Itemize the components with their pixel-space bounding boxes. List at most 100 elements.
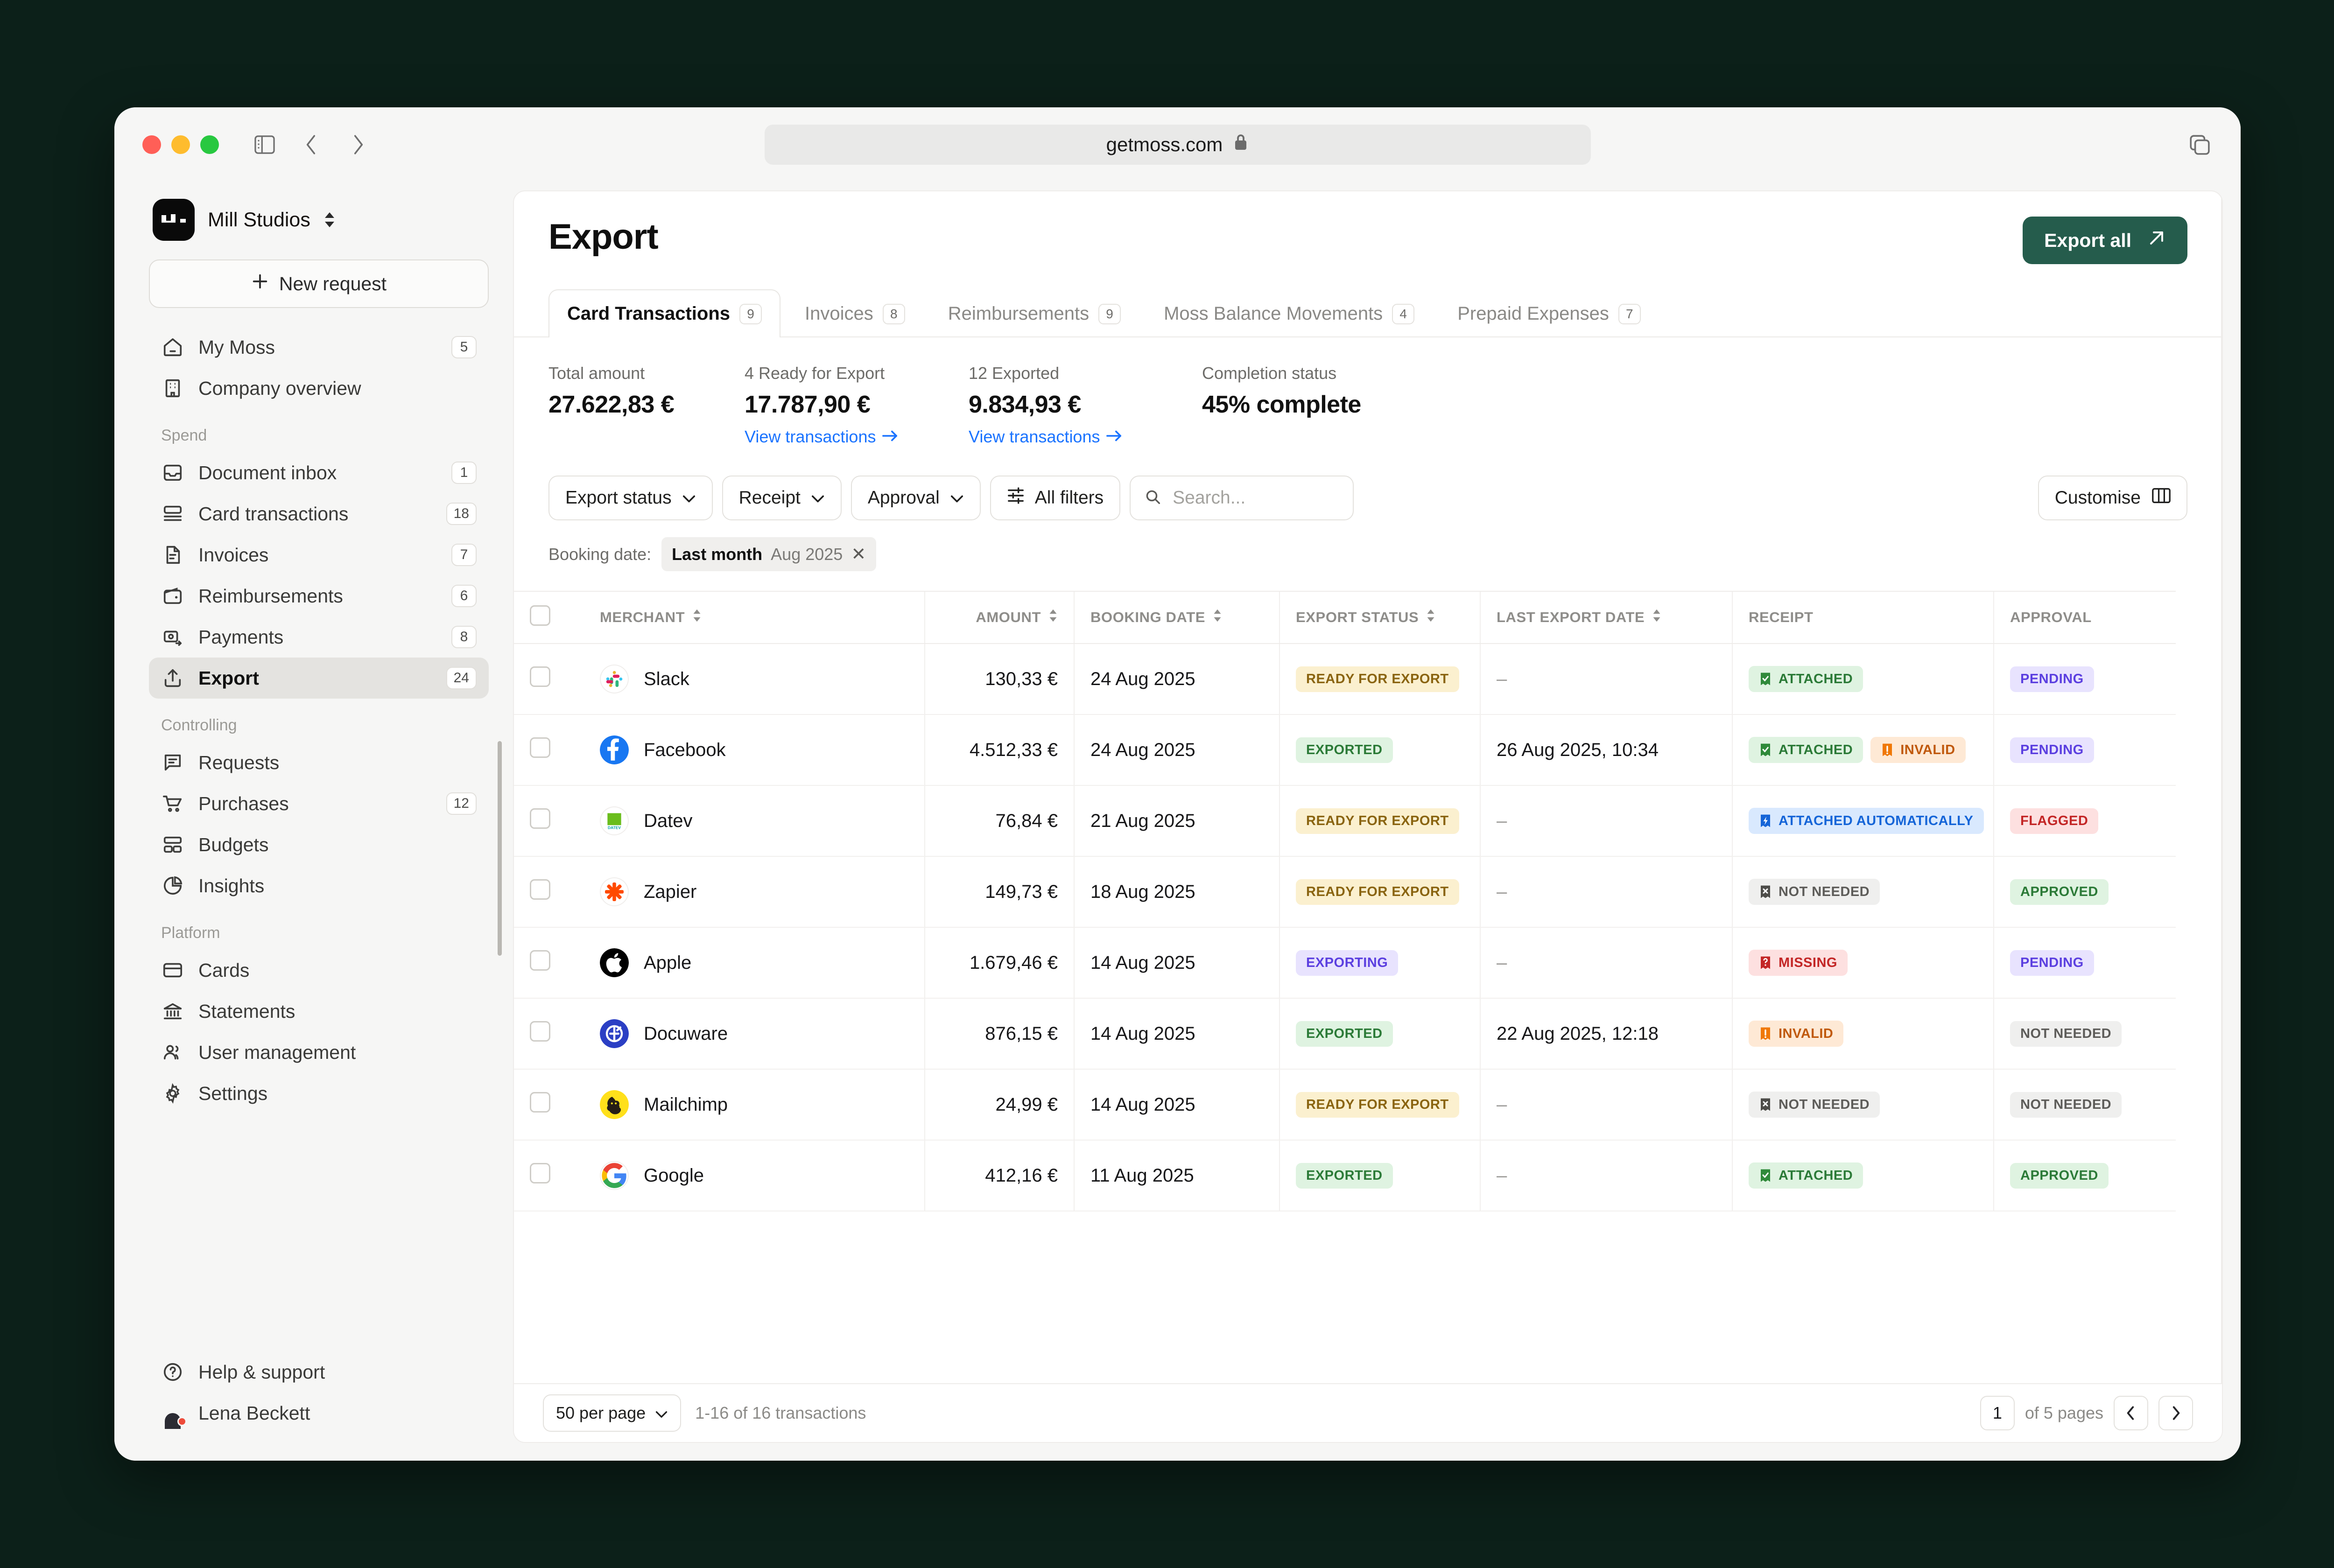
export-status-cell: READY FOR EXPORT bbox=[1279, 856, 1480, 928]
sidebar-scrollbar[interactable] bbox=[498, 741, 502, 956]
window-controls[interactable] bbox=[142, 135, 219, 154]
receipt-badge: NOT NEEDED bbox=[1749, 879, 1880, 905]
page-number-input[interactable]: 1 bbox=[1980, 1396, 2015, 1430]
view-transactions-link[interactable]: View transactions bbox=[745, 427, 969, 447]
row-select-cell[interactable] bbox=[514, 856, 584, 928]
receipt-badge-label: INVALID bbox=[1900, 742, 1955, 757]
sidebar-item-company-overview[interactable]: Company overview bbox=[149, 368, 489, 409]
row-checkbox[interactable] bbox=[530, 666, 550, 687]
copy-tabs-icon[interactable] bbox=[2186, 132, 2213, 158]
gear-icon bbox=[161, 1082, 184, 1105]
merchant-cell: DATEV Datev bbox=[584, 785, 925, 857]
table-row[interactable]: Docuware 876,15 €14 Aug 2025 EXPORTED 22 Au… bbox=[514, 998, 2176, 1070]
sidebar-item-help-support[interactable]: Help & support bbox=[149, 1351, 489, 1393]
sidebar-item-card-transactions[interactable]: Card transactions 18 bbox=[149, 493, 489, 534]
sidebar-item-my-moss[interactable]: My Moss 5 bbox=[149, 327, 489, 368]
tab-moss-balance-movements[interactable]: Moss Balance Movements 4 bbox=[1145, 289, 1433, 337]
forward-chevron-right-icon[interactable] bbox=[345, 132, 371, 158]
sidebar-group-title-spend: Spend bbox=[161, 427, 207, 444]
sidebar-item-payments[interactable]: Payments 8 bbox=[149, 616, 489, 658]
receipt-cell: ATTACHED AUTOMATICALLY bbox=[1732, 785, 1994, 857]
customise-button[interactable]: Customise bbox=[2038, 476, 2187, 520]
tab-card-transactions[interactable]: Card Transactions 9 bbox=[548, 289, 781, 337]
main-panel: Export Export all Card Transactions 9 bbox=[513, 190, 2223, 1443]
search-box[interactable] bbox=[1130, 476, 1354, 520]
sidebar-item-requests[interactable]: Requests bbox=[149, 742, 489, 783]
column-header-amount[interactable]: AMOUNT bbox=[924, 591, 1074, 644]
row-checkbox[interactable] bbox=[530, 1092, 550, 1113]
back-chevron-left-icon[interactable] bbox=[298, 132, 324, 158]
row-select-cell[interactable] bbox=[514, 1069, 584, 1141]
tab-reimbursements[interactable]: Reimbursements 9 bbox=[929, 289, 1139, 337]
pie-chart-icon bbox=[161, 874, 184, 897]
column-header-approval[interactable]: APPROVAL bbox=[1993, 591, 2176, 644]
docuware-logo bbox=[600, 1019, 629, 1048]
receipt-cell: NOT NEEDED bbox=[1732, 856, 1994, 928]
close-window-button[interactable] bbox=[142, 135, 161, 154]
chevron-down-icon bbox=[682, 488, 696, 508]
tab-invoices[interactable]: Invoices 8 bbox=[786, 289, 924, 337]
sidebar-item-user-profile[interactable]: Lena Beckett bbox=[149, 1393, 489, 1434]
maximize-window-button[interactable] bbox=[200, 135, 219, 154]
tab-prepaid-expenses[interactable]: Prepaid Expenses 7 bbox=[1439, 289, 1659, 337]
select-all-checkbox[interactable] bbox=[530, 605, 550, 626]
table-row[interactable]: Mailchimp 24,99 €14 Aug 2025 READY FOR EXP… bbox=[514, 1069, 2176, 1141]
select-all-header[interactable] bbox=[514, 591, 584, 644]
table-row[interactable]: Google 412,16 €11 Aug 2025 EXPORTED – ATTACH… bbox=[514, 1140, 2176, 1211]
row-checkbox[interactable] bbox=[530, 1021, 550, 1042]
column-header-booking-date[interactable]: BOOKING DATE bbox=[1074, 591, 1279, 644]
row-select-cell[interactable] bbox=[514, 1140, 584, 1211]
row-checkbox[interactable] bbox=[530, 808, 550, 829]
sidebar-toggle-icon[interactable] bbox=[252, 132, 278, 158]
row-checkbox[interactable] bbox=[530, 950, 550, 971]
table-row[interactable]: Zapier 149,73 €18 Aug 2025 READY FOR EXPOR… bbox=[514, 856, 2176, 928]
column-header-last-export-date[interactable]: LAST EXPORT DATE bbox=[1480, 591, 1732, 644]
row-select-cell[interactable] bbox=[514, 998, 584, 1070]
chip-booking-date[interactable]: Last month Aug 2025 ✕ bbox=[661, 537, 877, 571]
table-row[interactable]: Facebook 4.512,33 €24 Aug 2025 EXPORTED 26 … bbox=[514, 714, 2176, 786]
row-checkbox[interactable] bbox=[530, 1163, 550, 1183]
column-header-receipt[interactable]: RECEIPT bbox=[1732, 591, 1994, 644]
row-select-cell[interactable] bbox=[514, 644, 584, 715]
close-icon[interactable]: ✕ bbox=[851, 545, 866, 564]
view-transactions-link[interactable]: View transactions bbox=[969, 427, 1202, 447]
building-icon bbox=[161, 377, 184, 400]
sidebar-item-budgets[interactable]: Budgets bbox=[149, 824, 489, 865]
table-row[interactable]: Apple 1.679,46 €14 Aug 2025 EXPORTING – MISS… bbox=[514, 927, 2176, 999]
prev-page-button[interactable] bbox=[2114, 1396, 2148, 1430]
column-header-export-status[interactable]: EXPORT STATUS bbox=[1279, 591, 1480, 644]
table-row[interactable]: DATEV Datev 76,84 €21 Aug 2025 READY FOR EX… bbox=[514, 785, 2176, 857]
sidebar-item-invoices[interactable]: Invoices 7 bbox=[149, 534, 489, 575]
row-select-cell[interactable] bbox=[514, 714, 584, 786]
search-input[interactable] bbox=[1173, 488, 1339, 508]
all-filters-button[interactable]: All filters bbox=[990, 476, 1121, 520]
sidebar-item-cards[interactable]: Cards bbox=[149, 950, 489, 991]
sidebar-item-user-management[interactable]: User management bbox=[149, 1032, 489, 1073]
arrow-right-icon bbox=[882, 427, 898, 447]
new-request-button[interactable]: New request bbox=[149, 259, 489, 308]
org-switcher[interactable]: Mill Studios bbox=[149, 190, 489, 247]
sidebar-item-export[interactable]: Export 24 bbox=[149, 658, 489, 699]
filter-export-status[interactable]: Export status bbox=[548, 476, 713, 520]
minimize-window-button[interactable] bbox=[171, 135, 190, 154]
sidebar-item-purchases[interactable]: Purchases 12 bbox=[149, 783, 489, 824]
column-header-merchant[interactable]: MERCHANT bbox=[584, 591, 925, 644]
page-title: Export bbox=[548, 217, 659, 257]
filter-approval[interactable]: Approval bbox=[851, 476, 981, 520]
row-checkbox[interactable] bbox=[530, 737, 550, 758]
row-checkbox[interactable] bbox=[530, 879, 550, 900]
sidebar-item-insights[interactable]: Insights bbox=[149, 865, 489, 906]
sidebar-item-statements[interactable]: Statements bbox=[149, 991, 489, 1032]
sidebar-item-document-inbox[interactable]: Document inbox 1 bbox=[149, 452, 489, 493]
filter-receipt[interactable]: Receipt bbox=[722, 476, 842, 520]
row-select-cell[interactable] bbox=[514, 927, 584, 999]
table-row[interactable]: Slack 130,33 €24 Aug 2025 READY FOR EXPORT… bbox=[514, 644, 2176, 715]
export-all-button[interactable]: Export all bbox=[2023, 217, 2187, 264]
row-select-cell[interactable] bbox=[514, 785, 584, 857]
sidebar-item-reimbursements[interactable]: Reimbursements 6 bbox=[149, 575, 489, 616]
per-page-select[interactable]: 50 per page bbox=[543, 1394, 682, 1432]
address-bar[interactable]: getmoss.com bbox=[764, 125, 1591, 165]
sidebar-item-settings[interactable]: Settings bbox=[149, 1073, 489, 1114]
tab-count: 9 bbox=[739, 303, 762, 324]
next-page-button[interactable] bbox=[2158, 1396, 2193, 1430]
